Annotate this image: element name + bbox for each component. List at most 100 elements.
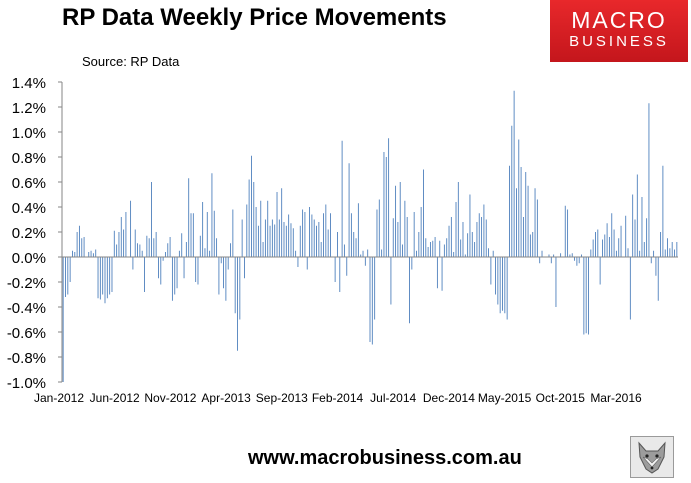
- bar: [227, 257, 229, 270]
- bar: [588, 257, 589, 335]
- bar: [550, 257, 552, 264]
- bar: [406, 217, 408, 257]
- bar: [513, 90, 515, 257]
- bar: [302, 209, 304, 257]
- bar: [450, 217, 452, 257]
- bar: [653, 250, 655, 257]
- bar: [120, 217, 122, 257]
- bar: [611, 213, 613, 257]
- bar: [569, 254, 571, 257]
- bar: [148, 238, 150, 257]
- bar: [655, 257, 657, 276]
- y-tick-label: 0.8%: [12, 150, 46, 167]
- bar: [141, 250, 143, 257]
- bar: [264, 219, 266, 257]
- bar: [425, 238, 427, 257]
- bar: [260, 200, 262, 257]
- bar: [167, 243, 169, 257]
- bar: [595, 232, 596, 257]
- bar: [432, 240, 434, 257]
- bar: [190, 213, 192, 257]
- bar: [192, 213, 194, 257]
- bar: [257, 225, 259, 257]
- bar: [409, 257, 410, 324]
- bar: [185, 242, 187, 257]
- bar: [171, 257, 173, 301]
- bar: [460, 239, 462, 257]
- bar: [462, 222, 464, 257]
- bar: [560, 253, 562, 257]
- bar: [309, 207, 311, 257]
- bar: [176, 257, 178, 289]
- bar: [639, 250, 641, 257]
- bar: [376, 209, 378, 257]
- bar: [334, 257, 336, 282]
- bar: [97, 257, 99, 299]
- bar: [292, 228, 294, 257]
- bar: [341, 140, 343, 257]
- bar: [511, 125, 513, 257]
- y-tick-label: -0.2%: [7, 275, 46, 292]
- bar: [99, 257, 101, 300]
- bar: [241, 219, 243, 257]
- bar: [615, 250, 617, 257]
- bar: [95, 249, 97, 257]
- bar: [532, 232, 534, 257]
- bar: [392, 218, 394, 257]
- bar: [564, 205, 566, 257]
- bar: [311, 214, 313, 257]
- bar: [539, 257, 541, 264]
- bar: [516, 188, 517, 257]
- y-tick-label: 0.4%: [12, 200, 46, 217]
- bar: [197, 257, 199, 285]
- bar: [130, 200, 132, 257]
- bar: [597, 229, 599, 257]
- bar: [650, 257, 652, 264]
- x-tick-label: Dec-2014: [423, 391, 475, 405]
- bar: [446, 238, 448, 257]
- bar: [195, 257, 197, 282]
- bar: [320, 242, 322, 257]
- bar: [346, 257, 348, 276]
- y-tick-label: -1.0%: [7, 375, 46, 392]
- bar: [555, 257, 557, 307]
- bar: [285, 225, 287, 257]
- bar: [83, 237, 85, 257]
- bar: [74, 252, 76, 257]
- chart-source: Source: RP Data: [82, 54, 180, 69]
- bar: [158, 257, 159, 279]
- bar: [160, 257, 162, 285]
- bar: [109, 257, 111, 295]
- bar: [360, 254, 362, 257]
- bar: [499, 257, 501, 314]
- bar: [632, 194, 634, 257]
- bar: [325, 204, 327, 257]
- bar: [78, 225, 80, 257]
- bar: [429, 242, 431, 257]
- bar: [183, 257, 185, 279]
- bar: [353, 232, 355, 257]
- bar: [313, 219, 315, 257]
- bar: [144, 257, 145, 292]
- bar: [371, 257, 373, 345]
- bar: [399, 182, 401, 257]
- bar: [411, 257, 413, 270]
- bar: [290, 223, 292, 257]
- bar: [529, 234, 531, 257]
- bar: [390, 257, 392, 305]
- bar: [613, 229, 615, 257]
- x-tick-label: Apr-2013: [201, 391, 251, 405]
- bar: [211, 173, 213, 257]
- y-tick-label: 1.4%: [12, 75, 46, 92]
- y-tick-label: -0.4%: [7, 300, 46, 317]
- bar: [483, 204, 485, 257]
- y-tick-label: -0.8%: [7, 350, 46, 367]
- bar: [239, 257, 241, 320]
- bar: [476, 222, 478, 257]
- bar: [583, 257, 585, 335]
- bar: [271, 219, 273, 257]
- fox-icon: [630, 436, 674, 478]
- bar: [467, 233, 469, 257]
- bars: [62, 90, 678, 382]
